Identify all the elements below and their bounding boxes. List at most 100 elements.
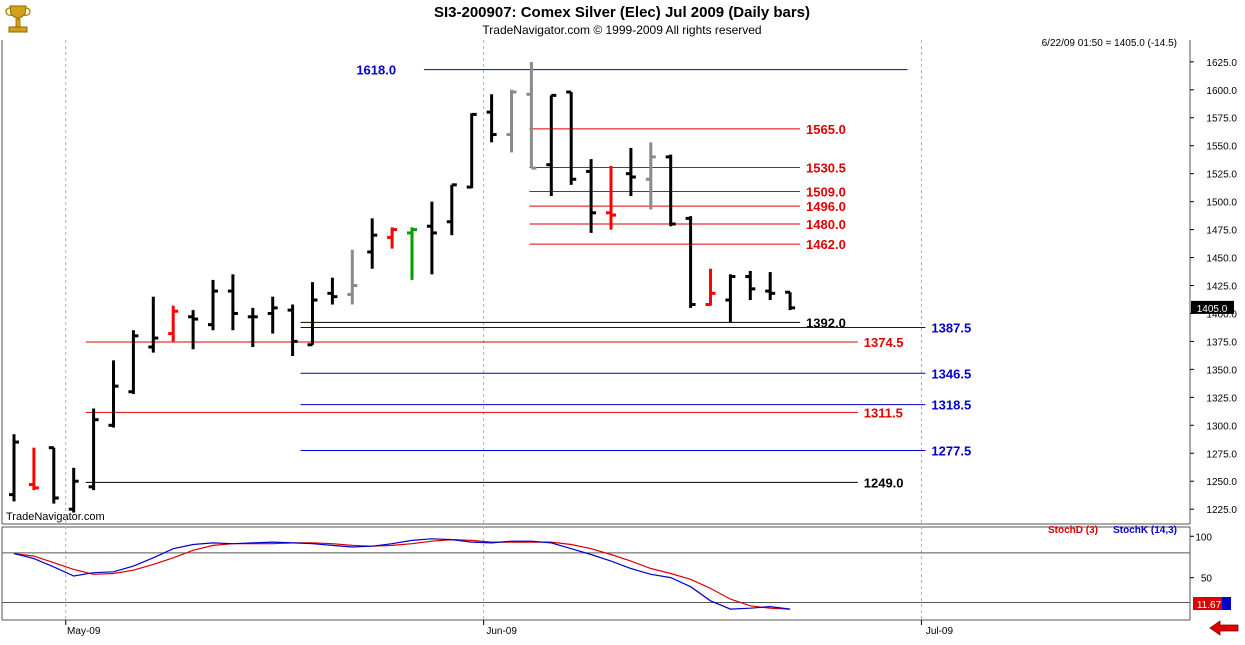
x-tick-label: Jul-09	[926, 626, 954, 637]
y-tick-label: 1400.0	[1206, 309, 1237, 320]
ohlc-bar	[586, 159, 597, 233]
y-tick-label: 1250.0	[1206, 477, 1237, 488]
stoch-d-line	[13, 538, 791, 610]
ohlc-bar	[506, 89, 517, 153]
date-axis: May-09 Jun-09 Jul-09	[65, 620, 954, 637]
y-tick-label: 1350.0	[1206, 365, 1237, 376]
stochastic-panel: 100 50	[2, 532, 1213, 610]
level-label: 1374.5	[864, 335, 904, 350]
level-label: 1392.0	[806, 315, 846, 330]
x-tick-label: Jun-09	[486, 626, 517, 637]
level-label: 1509.0	[806, 185, 846, 200]
chart-title: SI3-200907: Comex Silver (Elec) Jul 2009…	[434, 4, 810, 21]
ohlc-bar	[28, 447, 39, 491]
ohlc-bar	[705, 268, 716, 307]
main-panel-frame	[1, 40, 1191, 525]
ohlc-bar	[287, 304, 298, 356]
y-tick-label: 1475.0	[1206, 226, 1237, 237]
ohlc-bar	[327, 277, 338, 305]
y-tick-label: 1425.0	[1206, 282, 1237, 293]
ohlc-bar	[645, 142, 656, 210]
level-label: 1530.5	[806, 161, 846, 176]
ohlc-bar	[148, 296, 159, 353]
ohlc-bar	[208, 279, 218, 331]
ohlc-bar	[9, 434, 19, 502]
y-tick-label: 1600.0	[1206, 86, 1237, 97]
level-label: 1618.0	[356, 63, 396, 78]
scroll-left-arrow-icon[interactable]	[1205, 619, 1243, 637]
ohlc-bar	[546, 93, 557, 197]
stochd-legend: StochD (3)	[1048, 525, 1098, 536]
y-tick-label: 1550.0	[1206, 142, 1237, 153]
price-axis: 1225.0 1250.0 1275.0 1300.0 1325.0 1350.0 1375…	[1190, 58, 1237, 516]
ohlc-bar	[446, 183, 457, 236]
y-tick-label: 1300.0	[1206, 421, 1237, 432]
x-tick-label: May-09	[67, 626, 101, 637]
level-label: 1565.0	[806, 122, 846, 137]
ohlc-bar	[725, 274, 736, 323]
ohlc-bar	[267, 296, 278, 334]
grid-lines	[65, 40, 922, 620]
stoch-tick-label: 100	[1195, 532, 1212, 543]
y-tick-label: 1625.0	[1206, 58, 1237, 69]
ohlc-bar	[128, 330, 139, 394]
ohlc-bar	[625, 147, 636, 197]
ohlc-bar	[685, 216, 696, 308]
stoch-k-line	[13, 538, 791, 610]
ohlc-bar	[466, 112, 477, 189]
level-label: 1462.0	[806, 237, 846, 252]
ohlc-bar	[745, 270, 756, 301]
ohlc-bar	[88, 408, 99, 491]
stochk-legend: StochK (14,3)	[1113, 525, 1177, 536]
y-tick-label: 1500.0	[1206, 198, 1237, 209]
level-label: 1249.0	[864, 475, 904, 490]
ohlc-bar	[247, 307, 258, 348]
ohlc-bar	[68, 467, 79, 513]
ohlc-bar	[407, 227, 417, 280]
level-label: 1387.5	[931, 320, 971, 335]
watermark: TradeNavigator.com	[6, 511, 105, 523]
y-tick-label: 1575.0	[1206, 114, 1237, 125]
chart-subtitle: TradeNavigator.com © 1999-2009 All right…	[482, 23, 761, 37]
trophy-logo-icon	[5, 5, 31, 33]
level-label: 1346.5	[931, 366, 971, 381]
ohlc-bar	[48, 446, 59, 504]
ohlc-bar	[168, 305, 179, 342]
ohlc-bar	[227, 274, 238, 331]
ohlc-bar	[606, 165, 616, 230]
ohlc-bar	[486, 94, 497, 143]
ohlc-bar	[188, 310, 199, 350]
level-label: 1277.5	[931, 443, 971, 458]
ohlc-bar	[566, 90, 577, 185]
status-readout: 6/22/09 01:50 = 1405.0 (-14.5)	[1042, 38, 1177, 49]
level-label: 1496.0	[806, 199, 846, 214]
last-price-tag: 1405.0	[1191, 300, 1234, 315]
y-tick-label: 1275.0	[1206, 449, 1237, 460]
ohlc-bar	[347, 249, 358, 305]
ohlc-bar	[307, 282, 318, 347]
y-tick-label: 1225.0	[1206, 505, 1237, 516]
ohlc-bar	[367, 218, 378, 269]
level-label: 1318.5	[931, 398, 971, 413]
y-tick-label: 1525.0	[1206, 170, 1237, 181]
ohlc-bar	[387, 227, 398, 249]
level-label: 1480.0	[806, 217, 846, 232]
ohlc-bar	[785, 290, 796, 311]
last-price-label: 1405.0	[1197, 304, 1228, 315]
ohlc-bar	[665, 154, 676, 227]
stoch-value-tag: 11.67	[1193, 597, 1231, 611]
stoch-tick-label: 50	[1201, 574, 1213, 585]
stoch-value-label: 11.67	[1197, 600, 1222, 611]
y-tick-label: 1450.0	[1206, 254, 1237, 265]
ohlc-bar	[426, 201, 437, 275]
ohlc-bar	[108, 360, 119, 428]
ohlc-bar	[765, 272, 776, 301]
stoch-panel-frame	[1, 526, 1191, 621]
y-tick-label: 1325.0	[1206, 393, 1237, 404]
ohlc-bar	[526, 61, 537, 170]
y-tick-label: 1375.0	[1206, 337, 1237, 348]
price-bars	[9, 61, 796, 513]
